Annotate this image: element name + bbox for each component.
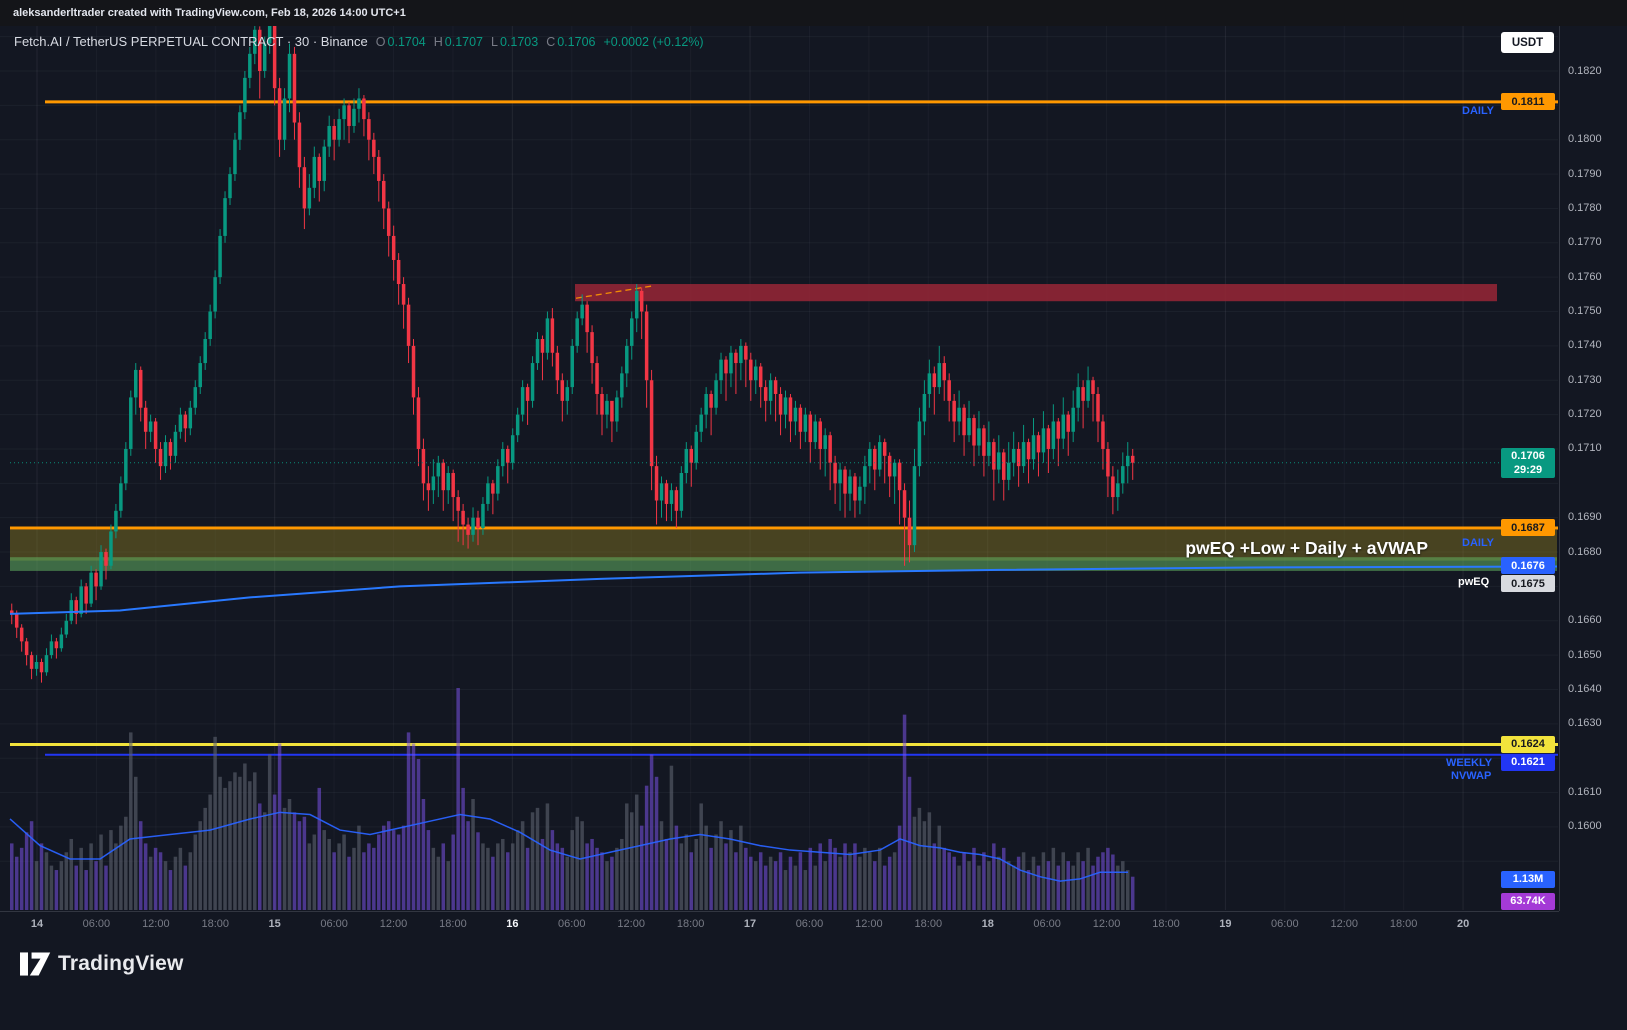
time-tick: 06:00	[795, 918, 824, 930]
price-badge-0.1675: 0.1675	[1501, 575, 1555, 593]
price-tick: 0.1660	[1568, 614, 1602, 627]
time-tick: 18	[981, 918, 994, 930]
price-tick: 0.1650	[1568, 648, 1602, 661]
time-tick: 15	[268, 918, 281, 930]
time-tick: 17	[743, 918, 757, 930]
price-tick: 0.1820	[1568, 64, 1602, 77]
time-tick: 12:00	[1330, 918, 1358, 930]
daily-high-label: DAILY	[1462, 105, 1494, 117]
pweq-zone	[10, 557, 1557, 571]
candles-layer	[10, 26, 1135, 683]
time-tick: 18:00	[676, 918, 705, 930]
time-tick: 18:00	[439, 918, 467, 930]
ohlc-low: L 0.1703	[491, 34, 539, 49]
time-tick: 12:00	[1092, 918, 1121, 930]
symbol-title[interactable]: Fetch.AI / TetherUS PERPETUAL CONTRACT ·…	[14, 34, 368, 49]
price-tick: 0.1640	[1568, 682, 1602, 695]
time-tick: 18:00	[201, 918, 230, 930]
price-tick: 0.1690	[1568, 511, 1602, 524]
time-tick: 12:00	[855, 918, 883, 930]
daily-low-label: DAILY	[1462, 537, 1494, 549]
time-tick: 06:00	[558, 918, 586, 930]
price-axis[interactable]: 0.1820 0.1800 0.1790 0.1780 0.1770 0.1760 0.17…	[1559, 0, 1627, 911]
price-badge-1.13M: 1.13M	[1501, 870, 1555, 888]
footer-branding: TradingView	[0, 939, 1627, 1030]
price-tick: 0.1710	[1568, 442, 1602, 455]
time-tick: 12:00	[142, 918, 170, 930]
volume-layer	[10, 688, 1135, 910]
time-tick: 18:00	[1152, 918, 1180, 930]
price-badge-0.1687: 0.1687	[1501, 519, 1555, 537]
nvwap-label: NVWAP	[1451, 770, 1492, 782]
price-tick: 0.1770	[1568, 236, 1602, 249]
price-badge-0.1811: 0.1811	[1501, 93, 1555, 111]
price-badge-0.1621: 0.1621	[1501, 753, 1555, 771]
ohlc-high: H 0.1707	[433, 34, 484, 49]
levels-layer[interactable]	[10, 100, 1558, 756]
time-tick: 12:00	[379, 918, 408, 930]
time-tick: 12:00	[617, 918, 645, 930]
price-badge-63.74K: 63.74K	[1501, 892, 1555, 910]
tradingview-wordmark[interactable]: TradingView	[58, 952, 184, 975]
tradingview-logo-icon[interactable]	[20, 950, 52, 978]
time-tick: 06:00	[82, 918, 111, 930]
price-tick: 0.1750	[1568, 305, 1602, 318]
chart-legend: Fetch.AI / TetherUS PERPETUAL CONTRACT ·…	[14, 34, 704, 49]
daily-low-zone	[10, 529, 1557, 561]
annotation-text[interactable]: pwEQ +Low + Daily + aVWAP	[1185, 538, 1428, 558]
ohlc-open: O 0.1704	[375, 34, 426, 49]
attribution-text: aleksanderltrader created with TradingVi…	[13, 7, 406, 19]
currency-toggle-button[interactable]: USDT	[1501, 32, 1554, 53]
time-tick: 06:00	[1271, 918, 1299, 930]
price-tick: 0.1720	[1568, 408, 1602, 421]
price-tick: 0.1630	[1568, 717, 1602, 730]
price-tick: 0.1800	[1568, 133, 1602, 146]
price-tick: 0.1680	[1568, 545, 1602, 558]
weekly-level-label: WEEKLY	[1446, 757, 1493, 769]
price-tick: 0.1780	[1568, 201, 1602, 214]
price-tick: 0.1790	[1568, 167, 1602, 180]
supply-zone-leader-line	[575, 285, 653, 299]
price-tick: 0.1610	[1568, 786, 1602, 799]
price-badge-0.1676: 0.1676	[1501, 557, 1555, 575]
price-badge-0.1624: 0.1624	[1501, 735, 1555, 753]
price-tick: 0.1760	[1568, 270, 1602, 283]
plot-area	[0, 26, 1558, 910]
price-badge-0.1706: 0.1706 29:29	[1501, 447, 1555, 478]
time-tick: 06:00	[1033, 918, 1061, 930]
supply-zone	[575, 284, 1497, 302]
time-axis[interactable]: 14 06:00 12:00 18:00 15 06:00 12:00 18:00 16 06:0…	[0, 911, 1559, 939]
time-tick: 18:00	[1389, 918, 1418, 930]
time-tick: 06:00	[320, 918, 348, 930]
time-tick: 14	[30, 918, 44, 930]
time-tick: 18:00	[914, 918, 943, 930]
avwap-line	[9, 565, 1558, 615]
price-change: +0.0002 (+0.12%)	[603, 34, 704, 49]
time-tick: 19	[1219, 918, 1232, 930]
volume-ma-line	[9, 811, 1128, 882]
price-tick: 0.1600	[1568, 820, 1602, 833]
time-tick: 20	[1456, 918, 1470, 930]
pweq-zone-label: pwEQ	[1458, 576, 1490, 588]
ohlc-close: C 0.1706	[546, 34, 596, 49]
price-tick: 0.1740	[1568, 339, 1602, 352]
attribution-bar: aleksanderltrader created with TradingVi…	[0, 0, 1627, 26]
price-tick: 0.1730	[1568, 373, 1602, 386]
time-tick: 16	[506, 918, 519, 930]
